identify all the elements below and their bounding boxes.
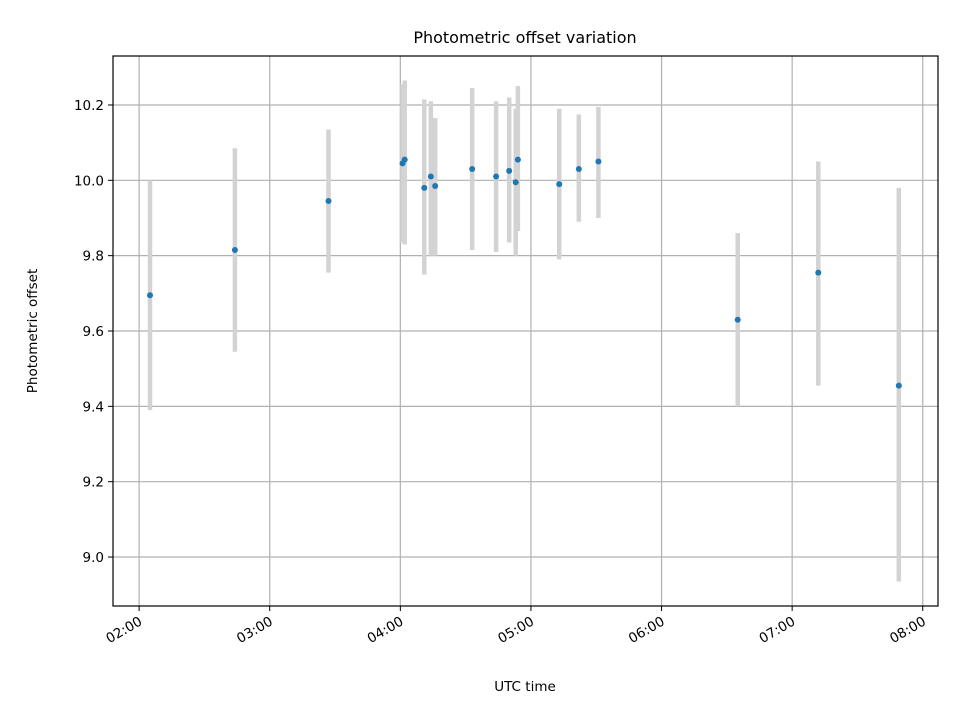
x-axis-label: UTC time <box>494 679 556 695</box>
data-point <box>556 181 563 188</box>
data-point <box>493 173 500 180</box>
grid <box>113 56 938 606</box>
chart-title: Photometric offset variation <box>413 28 636 47</box>
data-point <box>421 184 428 191</box>
y-tick-label: 10.0 <box>74 173 104 189</box>
data-point <box>427 173 434 180</box>
data-point <box>815 269 822 276</box>
y-tick-label: 9.8 <box>83 249 104 265</box>
data-point <box>514 156 521 163</box>
data-point <box>401 156 408 163</box>
data-point <box>575 166 582 173</box>
data-point <box>512 179 519 186</box>
data-point <box>595 158 602 165</box>
data-point <box>469 166 476 173</box>
data-point <box>325 198 332 205</box>
data-point <box>147 292 154 299</box>
y-tick-label: 9.2 <box>83 475 104 491</box>
y-tick-label: 10.2 <box>74 98 104 114</box>
y-axis-ticks: 9.0 9.2 9.4 9.6 9.8 10.0 10.2 <box>74 98 113 566</box>
data-point <box>734 316 741 323</box>
y-tick-label: 9.6 <box>83 324 104 340</box>
data-points <box>147 156 902 389</box>
data-point <box>895 382 902 389</box>
y-axis-label: Photometric offset <box>25 269 41 393</box>
data-point <box>432 182 439 189</box>
y-tick-label: 9.0 <box>83 550 104 566</box>
data-point <box>506 167 513 174</box>
data-point <box>231 247 238 254</box>
y-tick-label: 9.4 <box>83 399 104 415</box>
